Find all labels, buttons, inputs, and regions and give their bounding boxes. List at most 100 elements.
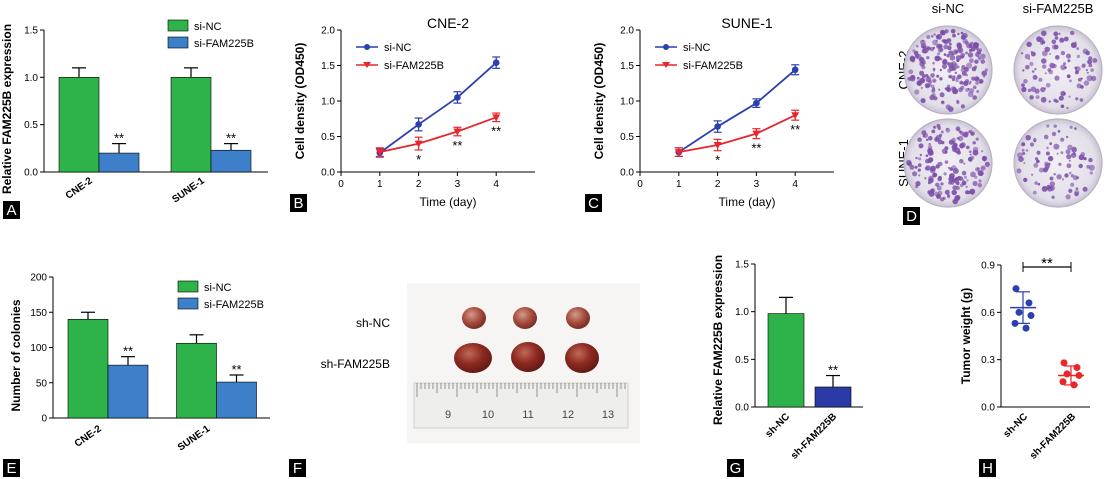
colony xyxy=(962,38,968,44)
y-tick-label: 0.5 xyxy=(735,355,749,366)
x-tick-label: 4 xyxy=(493,179,499,190)
legend-label: si-NC xyxy=(194,21,222,33)
legend-swatch xyxy=(177,280,199,293)
significance-label: ** xyxy=(226,131,236,146)
colony xyxy=(1035,95,1040,100)
colony xyxy=(912,171,918,177)
colony xyxy=(967,52,974,58)
panel-label: G xyxy=(730,460,742,477)
colony xyxy=(972,141,976,145)
data-point xyxy=(713,142,722,150)
colony xyxy=(912,49,916,53)
colony xyxy=(975,81,979,85)
colony xyxy=(954,147,961,154)
colony xyxy=(1042,64,1047,69)
colony xyxy=(968,150,972,154)
legend-marker xyxy=(364,44,370,50)
data-point xyxy=(791,112,800,120)
colony xyxy=(931,129,936,134)
panel-e: 0 50 100 150 200 ** CNE-2 ** SUNE-1 si-NC si-FAM22… xyxy=(3,273,270,477)
colony xyxy=(1059,37,1065,43)
series-line xyxy=(678,114,796,154)
colony xyxy=(1067,144,1073,150)
panel-g: 0.0 0.5 1.0 1.5 sh-NC ** sh-FAM225B Relative FA… xyxy=(711,255,863,477)
colony xyxy=(930,34,934,38)
colony xyxy=(1067,59,1071,63)
panel-f: sh-NC sh-FAM225B 9 10 11 12 13 F xyxy=(289,283,640,477)
colony xyxy=(979,80,983,84)
colony xyxy=(1034,88,1040,94)
colony xyxy=(1065,194,1071,200)
colony xyxy=(959,159,964,164)
colony xyxy=(1088,56,1093,61)
colony xyxy=(921,48,927,54)
colony xyxy=(1037,182,1041,186)
panel-label: F xyxy=(293,460,302,477)
colony xyxy=(1044,161,1049,166)
legend-label: si-FAM225B xyxy=(384,60,444,72)
colony xyxy=(1053,143,1060,150)
colony xyxy=(921,45,925,49)
colony xyxy=(909,75,916,82)
colony xyxy=(957,128,960,131)
colony xyxy=(1034,68,1037,71)
colony xyxy=(939,57,943,61)
colony xyxy=(1018,156,1024,162)
colony xyxy=(1033,139,1037,143)
colony xyxy=(1079,98,1084,102)
colony xyxy=(1076,83,1082,89)
colony xyxy=(1060,137,1065,142)
colony xyxy=(959,183,964,188)
colony xyxy=(955,194,961,200)
data-point xyxy=(1011,319,1019,327)
colony xyxy=(1056,174,1062,180)
colony xyxy=(955,143,958,146)
colony xyxy=(966,42,972,49)
colony xyxy=(979,53,986,60)
colony xyxy=(909,56,916,62)
bar xyxy=(58,77,100,173)
colony xyxy=(948,50,954,56)
colony xyxy=(944,160,949,164)
y-tick-label: 1.5 xyxy=(24,26,38,37)
series-line xyxy=(678,69,796,153)
colony xyxy=(1025,135,1031,141)
colony xyxy=(1056,152,1059,155)
significance-label: ** xyxy=(1041,255,1053,272)
colony xyxy=(1087,59,1093,65)
colony xyxy=(960,31,964,35)
colony xyxy=(1060,50,1066,56)
colony xyxy=(1023,162,1026,165)
colony xyxy=(1051,195,1055,199)
colony xyxy=(929,94,935,101)
bar xyxy=(210,149,252,173)
legend-label: si-FAM225B xyxy=(683,60,743,72)
data-point xyxy=(1059,378,1067,386)
colony xyxy=(1021,142,1026,147)
colony xyxy=(1055,55,1060,60)
colony xyxy=(1075,97,1079,101)
colony xyxy=(927,145,933,150)
colony xyxy=(1045,83,1051,88)
colony xyxy=(938,44,943,49)
colony xyxy=(964,79,970,84)
colony xyxy=(1074,192,1079,197)
colony xyxy=(965,88,970,92)
colony xyxy=(936,34,940,39)
colony xyxy=(948,176,955,183)
colony xyxy=(1029,61,1034,67)
colony xyxy=(980,172,983,176)
colony xyxy=(961,170,967,176)
colony xyxy=(1036,150,1041,155)
colony xyxy=(952,33,956,38)
colony xyxy=(960,104,966,109)
colony xyxy=(1090,68,1094,72)
colony xyxy=(1075,187,1079,190)
colony xyxy=(1088,164,1095,171)
colony xyxy=(948,65,955,71)
colony xyxy=(963,162,966,165)
colony xyxy=(1016,168,1022,174)
colony xyxy=(1036,36,1042,42)
colony xyxy=(1029,95,1034,100)
colony xyxy=(970,155,975,160)
